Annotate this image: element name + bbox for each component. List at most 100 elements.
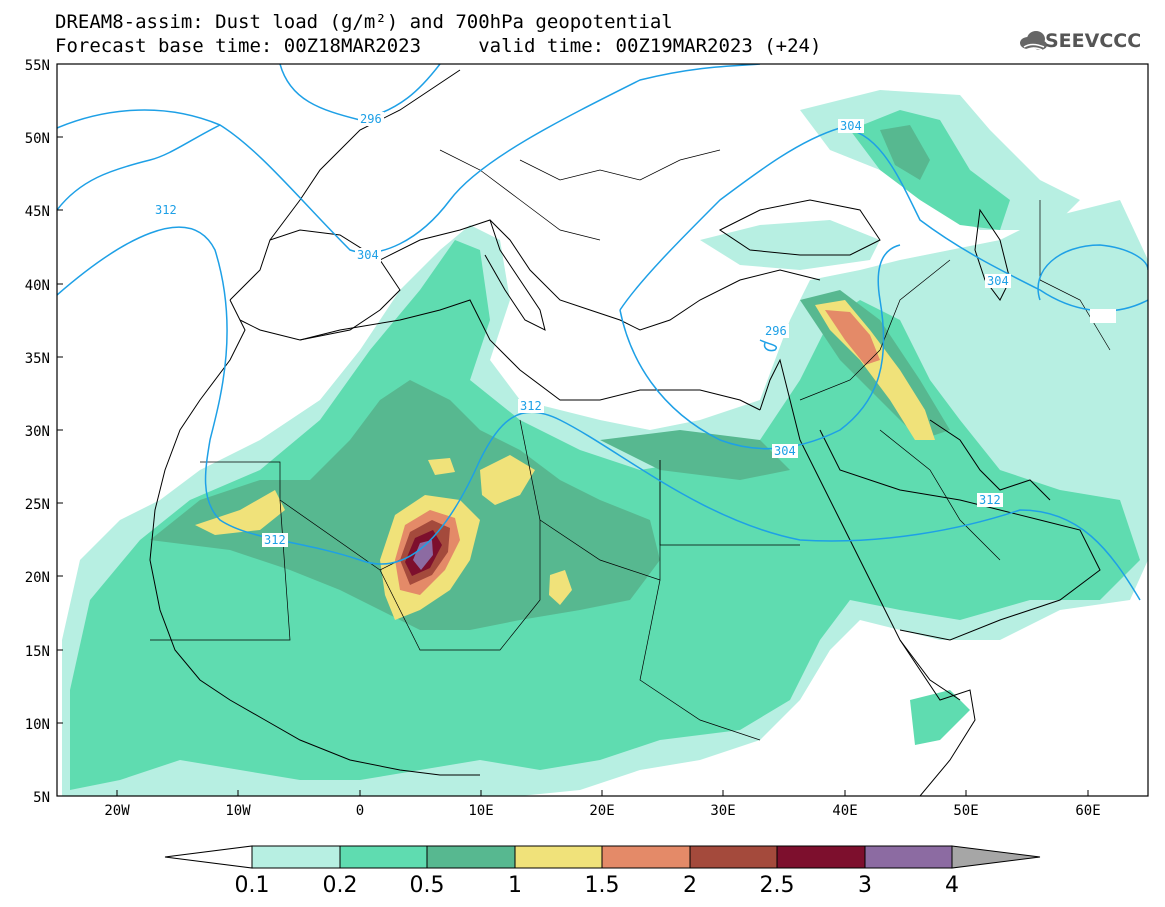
contour-labels: 296 312 304 304 304 296 312 304 312 312 — [153, 112, 1116, 547]
contour-line-304-south — [619, 244, 901, 450]
coastline-black-sea — [719, 199, 881, 256]
coastline-north-africa — [299, 299, 761, 411]
colorbar-over-triangle — [951, 845, 1041, 869]
dust-field-0.5 — [880, 125, 930, 180]
border-line — [379, 460, 661, 651]
colorbar-label: 1.5 — [585, 873, 620, 898]
border-line — [659, 460, 800, 546]
dust-field-0.2 — [910, 690, 970, 745]
colorbar-under-triangle — [164, 845, 253, 869]
dust-field-0.5 — [600, 430, 790, 480]
border-line — [799, 259, 951, 401]
colorbar-label: 2 — [683, 873, 697, 898]
border-line — [519, 419, 541, 521]
dust-field-0.5 — [150, 380, 660, 630]
contour-line-304 — [57, 64, 761, 254]
lat-label: 5N — [33, 790, 50, 806]
colorbar-label: 0.1 — [235, 873, 270, 898]
coastline-horn-africa — [899, 639, 976, 796]
coastline-iberia — [229, 229, 401, 341]
contour-line-312 — [57, 226, 1141, 601]
lat-label: 45N — [25, 204, 50, 220]
coastline-persian-gulf — [929, 419, 1051, 501]
coastline-italy — [484, 219, 546, 331]
dust-field-layer — [62, 90, 1148, 796]
lat-label: 30N — [25, 424, 50, 440]
contour-label: 304 — [357, 248, 379, 262]
dust-field-1 — [195, 490, 285, 535]
colorbar-label: 3 — [858, 873, 872, 898]
contour-label: 312 — [155, 203, 177, 217]
border-line — [439, 149, 601, 241]
lon-label: 0 — [356, 803, 364, 819]
dust-field-3 — [413, 540, 433, 570]
coastline-west-africa — [149, 299, 480, 776]
colorbar-labels: 0.1 0.2 0.5 1 1.5 2 2.5 3 4 — [235, 873, 960, 898]
lon-label: 10E — [468, 803, 493, 819]
contour-label: 296 — [765, 324, 787, 338]
map-title: DREAM8-assim: Dust load (g/m²) and 700hP… — [55, 11, 673, 33]
border-line — [879, 429, 1001, 561]
lon-label: 20E — [589, 803, 614, 819]
contour-label: 296 — [360, 112, 382, 126]
contour-line-296-east — [759, 339, 777, 352]
dust-field-1 — [549, 570, 572, 605]
lat-label: 55N — [25, 58, 50, 74]
contour-line-304-loop — [1037, 244, 1148, 301]
colorbar-swatch — [601, 845, 691, 869]
border-line — [639, 579, 761, 741]
lon-label: 60E — [1075, 803, 1100, 819]
lat-label: 35N — [25, 351, 50, 367]
lat-label: 10N — [25, 717, 50, 733]
longitude-axis: 20W 10W 0 10E 20E 30E 40E 50E 60E — [104, 790, 1101, 819]
border-line — [1039, 200, 1111, 351]
lon-label: 20W — [104, 803, 130, 819]
seevccc-logo — [1018, 28, 1158, 56]
contour-line-304-east — [619, 127, 1148, 312]
coastline-caspian — [974, 208, 1011, 301]
colorbar-swatch — [339, 845, 428, 869]
colorbar-swatch — [864, 845, 953, 869]
country-borders — [150, 149, 1111, 741]
contour-label: 304 — [774, 444, 796, 458]
contour-label: 312 — [264, 533, 286, 547]
coastline-arabia — [819, 429, 1101, 641]
colorbar-swatch — [426, 845, 516, 869]
border-line — [519, 149, 721, 181]
lon-label: 40E — [832, 803, 857, 819]
lat-label: 20N — [25, 570, 50, 586]
lon-label: 30E — [710, 803, 735, 819]
colorbar-swatch — [514, 845, 603, 869]
lat-label: 25N — [25, 497, 50, 513]
colorbar-swatch — [251, 845, 341, 869]
latitude-axis: 55N 50N 45N 40N 35N 30N 25N 20N 15N 10N … — [25, 58, 63, 806]
lon-label: 10W — [225, 803, 251, 819]
logo-text: SEEVCCC — [1045, 30, 1142, 52]
lon-label: 50E — [953, 803, 978, 819]
coastline-europe — [269, 69, 821, 331]
dust-field-0.1 — [700, 220, 880, 270]
colorbar-label: 1 — [508, 873, 522, 898]
lat-label: 50N — [25, 131, 50, 147]
colorbar-label: 0.2 — [323, 873, 358, 898]
forecast-time-subtitle: Forecast base time: 00Z18MAR2023 valid t… — [55, 35, 822, 57]
coastlines — [149, 69, 1101, 796]
colorbar-label: 2.5 — [760, 873, 795, 898]
colorbar-label: 0.5 — [410, 873, 445, 898]
dust-field-1 — [428, 458, 455, 475]
lat-label: 15N — [25, 644, 50, 660]
colorbar — [164, 845, 1041, 869]
colorbar-swatch — [776, 845, 866, 869]
cloud-logo-icon — [1020, 31, 1047, 51]
dust-field-1 — [480, 455, 535, 505]
contour-line-312-north — [57, 124, 221, 211]
contour-label: 304 — [840, 119, 862, 133]
contour-label: 312 — [979, 493, 1001, 507]
contour-label: 312 — [520, 399, 542, 413]
lat-label: 40N — [25, 278, 50, 294]
dust-field-1.5 — [825, 310, 880, 365]
colorbar-label: 4 — [945, 873, 959, 898]
colorbar-swatch — [689, 845, 778, 869]
contour-label: 304 — [987, 274, 1009, 288]
